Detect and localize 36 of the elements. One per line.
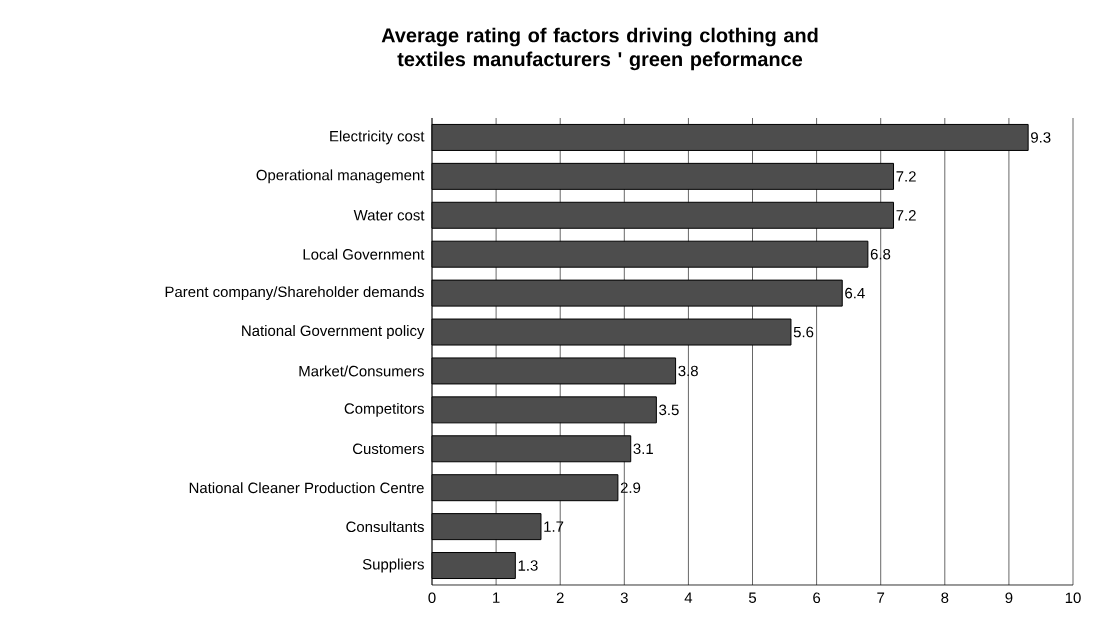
y-tick-label: Water cost [353, 210, 425, 221]
y-tick-label: National Government policy [242, 325, 425, 339]
data-label: 6.4 [845, 287, 865, 299]
y-tick-label: Market/Consumers [299, 365, 424, 377]
data-label: 6.8 [870, 248, 891, 260]
data-label: 2.9 [620, 482, 641, 493]
y-tick-label: National Cleaner Production Centre [189, 482, 424, 494]
data-label: 1.3 [518, 560, 538, 571]
x-tick-label: 9 [1005, 592, 1013, 604]
y-tick-label: Local Government [303, 248, 425, 260]
x-tick-label: 7 [877, 592, 885, 603]
x-tick-label: 3 [620, 592, 628, 604]
x-tick-label: 4 [684, 592, 693, 603]
data-label: 7.2 [896, 171, 916, 182]
x-tick-label: 10 [1065, 592, 1081, 604]
y-tick-label: Parent company/Shareholder demands [165, 286, 424, 301]
y-tick-label: Electricity cost [330, 130, 425, 145]
x-tick-label: 2 [556, 592, 564, 603]
chart-title: Average rating of factors driving clothing and textiles manufacturers ' green peformance [381, 27, 818, 71]
x-tick-label: 0 [428, 592, 436, 604]
data-label: 7.2 [896, 210, 916, 221]
data-label: 3.8 [678, 365, 698, 377]
data-label: 3.1 [633, 443, 653, 455]
x-tick-label: 8 [941, 592, 949, 604]
data-label: 5.6 [793, 326, 814, 338]
y-tick-label: Suppliers [362, 558, 424, 573]
data-label: 1.7 [544, 521, 564, 532]
x-tick-label: 5 [748, 592, 757, 603]
x-tick-label: 6 [813, 592, 821, 604]
y-tick-label: Operational management [256, 169, 425, 184]
x-tick-label: 1 [493, 592, 500, 603]
y-tick-label: Consultants [346, 521, 424, 533]
data-label: 9.3 [1031, 132, 1051, 143]
data-label: 3.5 [659, 404, 679, 416]
y-tick-label: Customers [353, 443, 424, 455]
y-tick-label: Competitors [344, 402, 424, 417]
